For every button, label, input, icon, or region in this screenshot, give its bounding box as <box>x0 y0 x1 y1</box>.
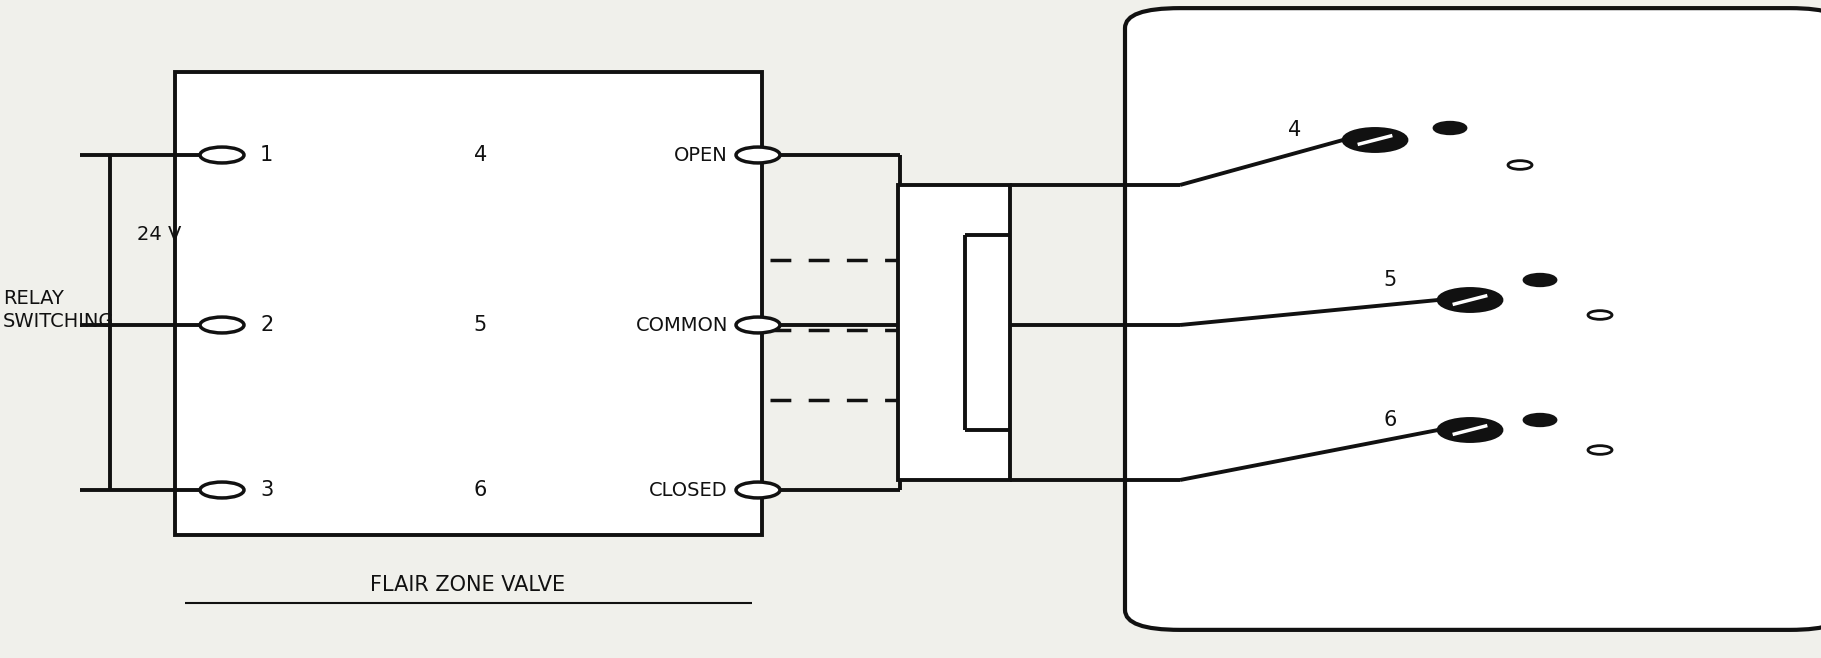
Circle shape <box>200 482 244 498</box>
Text: 3: 3 <box>260 480 273 500</box>
Circle shape <box>1524 415 1555 426</box>
Text: 5: 5 <box>1384 270 1397 290</box>
Text: FLAIR ZONE VALVE: FLAIR ZONE VALVE <box>370 575 566 595</box>
Bar <box>175 72 761 535</box>
Circle shape <box>736 317 779 333</box>
Circle shape <box>1588 445 1612 454</box>
Circle shape <box>200 147 244 163</box>
Text: 4: 4 <box>1289 120 1302 140</box>
Circle shape <box>1439 418 1502 442</box>
Circle shape <box>736 482 779 498</box>
Text: OPEN: OPEN <box>674 145 728 164</box>
Circle shape <box>1433 122 1466 134</box>
Circle shape <box>1439 288 1502 311</box>
Circle shape <box>1524 274 1555 286</box>
Circle shape <box>1588 311 1612 319</box>
Text: COMMON: COMMON <box>636 315 728 334</box>
Text: 1: 1 <box>260 145 273 165</box>
Circle shape <box>736 147 779 163</box>
Circle shape <box>1508 161 1531 169</box>
Text: 24 V: 24 V <box>137 226 182 245</box>
Text: CLOSED: CLOSED <box>650 480 728 499</box>
Text: 6: 6 <box>473 480 486 500</box>
Circle shape <box>200 317 244 333</box>
Text: 4: 4 <box>473 145 486 165</box>
Text: 2: 2 <box>260 315 273 335</box>
FancyBboxPatch shape <box>1125 8 1821 630</box>
Text: 5: 5 <box>473 315 486 335</box>
Circle shape <box>1344 128 1408 151</box>
Text: 6: 6 <box>1384 410 1397 430</box>
Text: RELAY
SWITCHING: RELAY SWITCHING <box>4 289 115 331</box>
Bar <box>898 185 1011 480</box>
